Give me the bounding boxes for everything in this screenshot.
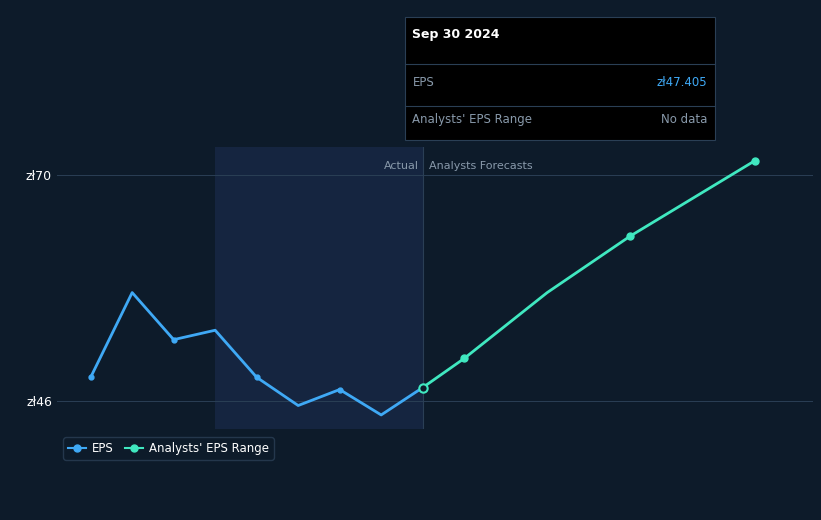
FancyBboxPatch shape — [405, 17, 714, 140]
Legend: EPS, Analysts' EPS Range: EPS, Analysts' EPS Range — [63, 437, 273, 460]
Text: zł47.405: zł47.405 — [657, 76, 707, 89]
Text: Actual: Actual — [384, 161, 420, 171]
Text: Sep 30 2024: Sep 30 2024 — [412, 28, 500, 41]
Text: Analysts Forecasts: Analysts Forecasts — [429, 161, 533, 171]
Text: EPS: EPS — [412, 76, 434, 89]
Text: No data: No data — [661, 113, 707, 126]
Text: Analysts' EPS Range: Analysts' EPS Range — [412, 113, 533, 126]
Bar — [215, 147, 423, 429]
